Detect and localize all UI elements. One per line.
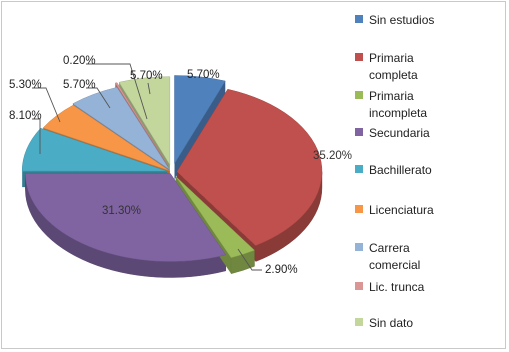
data-label: 5.70% [130, 70, 163, 82]
data-label: 2.90% [265, 264, 298, 276]
legend-item: Bachillerato [355, 163, 432, 177]
legend-swatch [355, 205, 363, 213]
legend-item: Licenciatura [355, 203, 434, 217]
legend-label: completa [369, 68, 418, 82]
legend-swatch [355, 53, 363, 61]
legend-swatch [355, 165, 363, 173]
legend-item: Carrera comercial [355, 241, 420, 272]
legend-item: Primaria completa [355, 51, 418, 82]
legend-swatch [355, 243, 363, 251]
data-label: 8.10% [9, 110, 42, 122]
pie-slice-tops [22, 75, 322, 261]
data-label: 35.20% [313, 150, 352, 162]
legend: Sin estudios Primaria completa Primaria inco… [355, 13, 434, 330]
data-label: 5.70% [63, 79, 96, 91]
data-label: 31.30% [102, 205, 141, 217]
data-label: 5.30% [9, 79, 42, 91]
legend-swatch [355, 128, 363, 136]
legend-label: Sin estudios [369, 13, 434, 27]
legend-label: Secundaria [369, 126, 430, 140]
legend-label: Carrera [369, 241, 410, 255]
legend-label: Lic. trunca [369, 280, 425, 294]
legend-item: Lic. trunca [355, 280, 425, 294]
legend-label: Sin dato [369, 316, 413, 330]
legend-swatch [355, 318, 363, 326]
legend-swatch [355, 91, 363, 99]
legend-item: Primaria incompleta [355, 89, 427, 120]
data-label: 5.70% [187, 69, 220, 81]
legend-item: Secundaria [355, 126, 430, 140]
legend-item: Sin dato [355, 316, 413, 330]
legend-label: comercial [369, 258, 420, 272]
legend-label: Licenciatura [369, 203, 434, 217]
data-label: 0.20% [63, 55, 96, 67]
legend-swatch [355, 15, 363, 23]
legend-swatch [355, 282, 363, 290]
legend-label: Primaria [369, 89, 414, 103]
legend-label: Primaria [369, 51, 414, 65]
legend-label: incompleta [369, 106, 427, 120]
legend-item: Sin estudios [355, 13, 434, 27]
legend-label: Bachillerato [369, 163, 432, 177]
